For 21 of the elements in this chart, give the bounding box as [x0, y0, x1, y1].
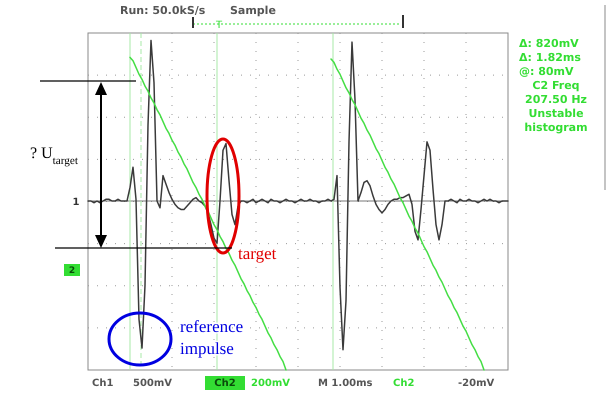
text: 207.50 Hz: [525, 93, 587, 106]
text: histogram: [524, 121, 588, 134]
text: Ch2: [214, 378, 236, 389]
text: 500mV: [133, 378, 172, 389]
text: Ch2: [393, 378, 414, 389]
text: Run: 50.0kS/s: [120, 4, 206, 17]
text: 200mV: [251, 378, 290, 389]
annotation: target: [238, 244, 277, 263]
text: Unstable: [528, 107, 584, 120]
text: M 1.00ms: [318, 378, 373, 389]
text: Δ: 820mV: [519, 37, 580, 50]
text: -20mV: [458, 378, 494, 389]
text: Δ: 1.82ms: [519, 51, 582, 64]
text: ? U$_{target}$: [30, 145, 79, 167]
annotation: reference impulse: [180, 317, 244, 358]
text: 1: [72, 197, 80, 208]
text: @: 80mV: [519, 65, 574, 78]
text: Sample: [230, 4, 276, 17]
text: C2 Freq: [532, 79, 580, 92]
text: 2: [68, 266, 76, 276]
text: Ch1: [92, 378, 114, 389]
